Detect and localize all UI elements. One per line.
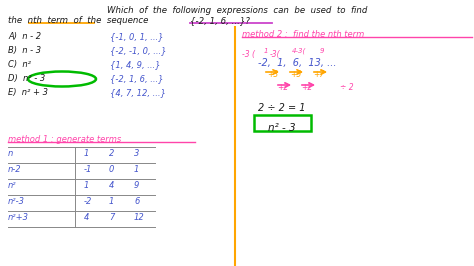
- Text: C)  n²: C) n²: [8, 60, 31, 69]
- Text: method 2 :  find the nth term: method 2 : find the nth term: [242, 30, 364, 39]
- Text: 1: 1: [109, 197, 114, 206]
- Text: 3: 3: [134, 149, 139, 158]
- Text: the  nth  term  of  the  sequence: the nth term of the sequence: [8, 16, 148, 25]
- Text: -1: -1: [84, 165, 92, 174]
- Text: +7: +7: [313, 70, 324, 79]
- Text: n²-3: n²-3: [8, 197, 25, 206]
- Text: E)  n² + 3: E) n² + 3: [8, 88, 48, 97]
- Text: +3: +3: [267, 70, 278, 79]
- Text: 1: 1: [134, 165, 139, 174]
- Text: 9: 9: [320, 48, 325, 54]
- Text: {-2, -1, 0, ...}: {-2, -1, 0, ...}: [110, 46, 166, 55]
- Text: 2: 2: [109, 149, 114, 158]
- Text: +5: +5: [290, 70, 301, 79]
- Text: n²+3: n²+3: [8, 213, 29, 222]
- Text: n²: n²: [8, 181, 17, 190]
- Text: +2: +2: [277, 83, 288, 92]
- Text: 4-3(: 4-3(: [292, 48, 306, 55]
- Text: n-2: n-2: [8, 165, 22, 174]
- Text: n² - 3: n² - 3: [268, 123, 296, 133]
- Text: 1: 1: [84, 149, 90, 158]
- Text: Which  of  the  following  expressions  can  be  used  to  find: Which of the following expressions can b…: [107, 6, 367, 15]
- Text: -2,  1,  6,  13, ...: -2, 1, 6, 13, ...: [258, 58, 337, 68]
- Text: 2 ÷ 2 = 1: 2 ÷ 2 = 1: [258, 103, 306, 113]
- Text: 0: 0: [109, 165, 114, 174]
- Text: {4, 7, 12, ...}: {4, 7, 12, ...}: [110, 88, 166, 97]
- Text: A)  n - 2: A) n - 2: [8, 32, 41, 41]
- Text: 12: 12: [134, 213, 145, 222]
- Text: 6: 6: [134, 197, 139, 206]
- Text: -3 (: -3 (: [242, 50, 255, 59]
- Text: n: n: [8, 149, 13, 158]
- Text: -2: -2: [84, 197, 92, 206]
- Text: {-1, 0, 1, ...}: {-1, 0, 1, ...}: [110, 32, 164, 41]
- Text: {-2, 1, 6, ...}?: {-2, 1, 6, ...}?: [190, 16, 250, 25]
- Text: 7: 7: [109, 213, 114, 222]
- Text: {1, 4, 9, ...}: {1, 4, 9, ...}: [110, 60, 161, 69]
- Text: 1: 1: [264, 48, 268, 54]
- Text: method 1 : generate terms: method 1 : generate terms: [8, 135, 121, 144]
- Text: D)  n² - 3: D) n² - 3: [8, 74, 45, 83]
- Text: B)  n - 3: B) n - 3: [8, 46, 41, 55]
- Text: +2: +2: [301, 83, 312, 92]
- Text: ÷ 2: ÷ 2: [340, 83, 354, 92]
- Text: {-2, 1, 6, ...}: {-2, 1, 6, ...}: [110, 74, 164, 83]
- Text: -3(: -3(: [270, 50, 281, 59]
- Text: 9: 9: [134, 181, 139, 190]
- Text: 4: 4: [84, 213, 90, 222]
- Text: 1: 1: [84, 181, 90, 190]
- FancyBboxPatch shape: [254, 115, 311, 131]
- Text: 4: 4: [109, 181, 114, 190]
